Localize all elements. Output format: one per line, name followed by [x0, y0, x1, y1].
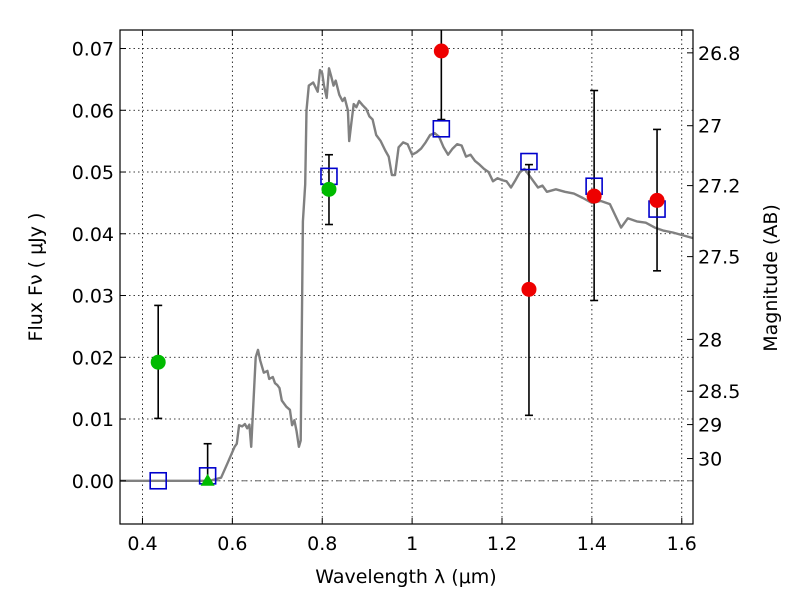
y-tick-label: 0.02	[72, 347, 114, 369]
model-photometry-box	[520, 152, 538, 171]
y2-tick-label: 27	[698, 116, 722, 138]
y-axis-label: Flux Fν ( μJy )	[25, 213, 47, 342]
series-layer	[120, 30, 694, 490]
x-tick-label: 1	[406, 533, 418, 555]
y-tick-label: 0.00	[72, 471, 114, 493]
x-tick-label: 0.4	[127, 533, 157, 555]
x-tick-label: 0.8	[307, 533, 337, 555]
x-tick-label: 1.6	[667, 533, 697, 555]
tick-label-layer: 0.4 0.6 0.8 1 1.2 1.4 1.6 0.00 0.01 0.02 0.03 0.04 0…	[72, 39, 741, 555]
y2-tick-label: 26.8	[698, 43, 740, 65]
y2-tick-label: 30	[698, 449, 722, 471]
plot-frame	[119, 29, 694, 525]
ticks-layer	[120, 30, 693, 524]
x-tick-label: 1.4	[577, 533, 607, 555]
y-tick-label: 0.07	[72, 39, 114, 61]
y2-tick-label: 27.5	[698, 247, 740, 269]
model-spectrum-line	[120, 67, 694, 482]
y2-tick-label: 28.5	[698, 381, 740, 403]
model-photometry-box	[149, 471, 167, 490]
red-data-point	[521, 281, 537, 297]
red-data-point	[586, 188, 602, 204]
y-tick-label: 0.05	[72, 162, 114, 184]
y-tick-label: 0.03	[72, 286, 114, 308]
red-data-point	[649, 192, 665, 208]
y-tick-label: 0.04	[72, 224, 114, 246]
y2-tick-label: 29	[698, 415, 722, 437]
model-photometry-box	[432, 120, 451, 138]
y-tick-label: 0.06	[72, 100, 114, 122]
green-data-point	[321, 181, 337, 197]
y2-axis-label: Magnitude (AB)	[760, 204, 782, 352]
red-data-point	[433, 43, 449, 59]
y-tick-label: 0.01	[72, 409, 114, 431]
grid-layer	[120, 30, 693, 524]
x-tick-label: 0.6	[217, 533, 247, 555]
x-tick-label: 1.2	[487, 533, 517, 555]
green-upper-limit-marker	[200, 473, 215, 486]
y2-tick-label: 28	[698, 329, 722, 351]
green-data-point	[150, 354, 166, 370]
x-axis-label: Wavelength λ (μm)	[315, 566, 496, 588]
y2-tick-label: 27.2	[698, 176, 740, 198]
